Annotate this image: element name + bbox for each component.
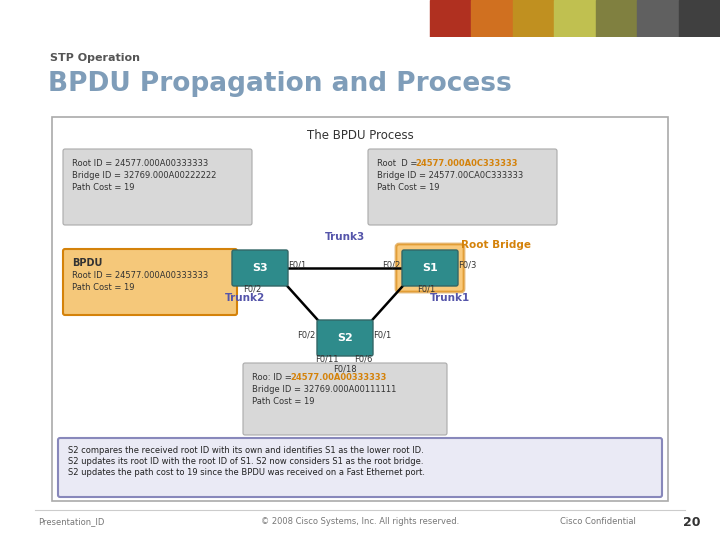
Text: F0/1: F0/1 — [373, 330, 391, 340]
Text: F0/3: F0/3 — [458, 260, 477, 269]
FancyBboxPatch shape — [402, 250, 458, 286]
Text: The BPDU Process: The BPDU Process — [307, 129, 413, 142]
Text: S2 compares the received root ID with its own and identifies S1 as the lower roo: S2 compares the received root ID with it… — [68, 446, 424, 455]
Text: F0/2: F0/2 — [297, 330, 315, 340]
FancyBboxPatch shape — [52, 117, 668, 501]
Bar — [595, 0, 637, 37]
Bar — [678, 0, 720, 37]
Text: Path Cost = 19: Path Cost = 19 — [377, 183, 439, 192]
Bar — [637, 0, 678, 37]
Text: Root  D =: Root D = — [377, 159, 420, 168]
Text: Root ID = 24577.000A00333333: Root ID = 24577.000A00333333 — [72, 159, 208, 168]
Text: Presentation_ID: Presentation_ID — [38, 517, 104, 526]
Text: BPDU Propagation and Process: BPDU Propagation and Process — [48, 71, 512, 97]
Text: Root Bridge: Root Bridge — [461, 240, 531, 250]
Text: BPDU: BPDU — [72, 258, 102, 268]
Text: S2 updates the path cost to 19 since the BPDU was received on a Fast Ethernet po: S2 updates the path cost to 19 since the… — [68, 468, 425, 477]
FancyBboxPatch shape — [232, 250, 288, 286]
Text: F0/11: F0/11 — [315, 355, 338, 364]
Text: Root ID = 24577.000A00333333: Root ID = 24577.000A00333333 — [72, 271, 208, 280]
Text: 24577.000A0C333333: 24577.000A0C333333 — [415, 159, 518, 168]
Text: Trunk3: Trunk3 — [325, 232, 365, 242]
FancyBboxPatch shape — [63, 249, 237, 315]
Bar — [472, 0, 513, 37]
Text: S3: S3 — [252, 263, 268, 273]
Text: Trunk1: Trunk1 — [430, 293, 470, 303]
Text: Bridge ID = 24577.00CA0C333333: Bridge ID = 24577.00CA0C333333 — [377, 171, 523, 180]
Text: Bridge ID = 32769.000A00111111: Bridge ID = 32769.000A00111111 — [252, 385, 397, 394]
FancyBboxPatch shape — [63, 149, 252, 225]
Text: S2: S2 — [337, 333, 353, 343]
FancyBboxPatch shape — [58, 438, 662, 497]
Text: © 2008 Cisco Systems, Inc. All rights reserved.: © 2008 Cisco Systems, Inc. All rights re… — [261, 517, 459, 526]
Bar — [513, 0, 554, 37]
Text: 20: 20 — [683, 516, 700, 529]
Text: Path Cost = 19: Path Cost = 19 — [72, 283, 135, 292]
FancyBboxPatch shape — [243, 363, 447, 435]
Text: STP Operation: STP Operation — [50, 53, 140, 63]
Text: Path Cost = 19: Path Cost = 19 — [72, 183, 135, 192]
FancyBboxPatch shape — [317, 320, 373, 356]
Text: F0/1: F0/1 — [288, 260, 306, 269]
Text: Cisco Confidential: Cisco Confidential — [560, 517, 636, 526]
Text: Trunk2: Trunk2 — [225, 293, 265, 303]
Text: F0/6: F0/6 — [354, 355, 372, 364]
Text: ılıılı.: ılıılı. — [8, 9, 27, 18]
Text: F0/18: F0/18 — [333, 365, 357, 374]
FancyBboxPatch shape — [396, 244, 464, 292]
FancyBboxPatch shape — [368, 149, 557, 225]
Text: S2 updates its root ID with the root ID of S1. S2 now considers S1 as the root b: S2 updates its root ID with the root ID … — [68, 457, 423, 466]
Text: F0/1: F0/1 — [417, 285, 435, 294]
Text: Bridge ID = 32769.000A00222222: Bridge ID = 32769.000A00222222 — [72, 171, 217, 180]
Bar — [554, 0, 595, 37]
Text: F0/2: F0/2 — [243, 285, 261, 294]
Text: S1: S1 — [422, 263, 438, 273]
Text: 24577.00A00333333: 24577.00A00333333 — [290, 373, 387, 382]
Text: Path Cost = 19: Path Cost = 19 — [252, 397, 315, 406]
Text: cisco.: cisco. — [8, 21, 32, 30]
Bar — [430, 0, 472, 37]
Text: F0/2: F0/2 — [382, 260, 400, 269]
Text: Roo: ID =: Roo: ID = — [252, 373, 294, 382]
